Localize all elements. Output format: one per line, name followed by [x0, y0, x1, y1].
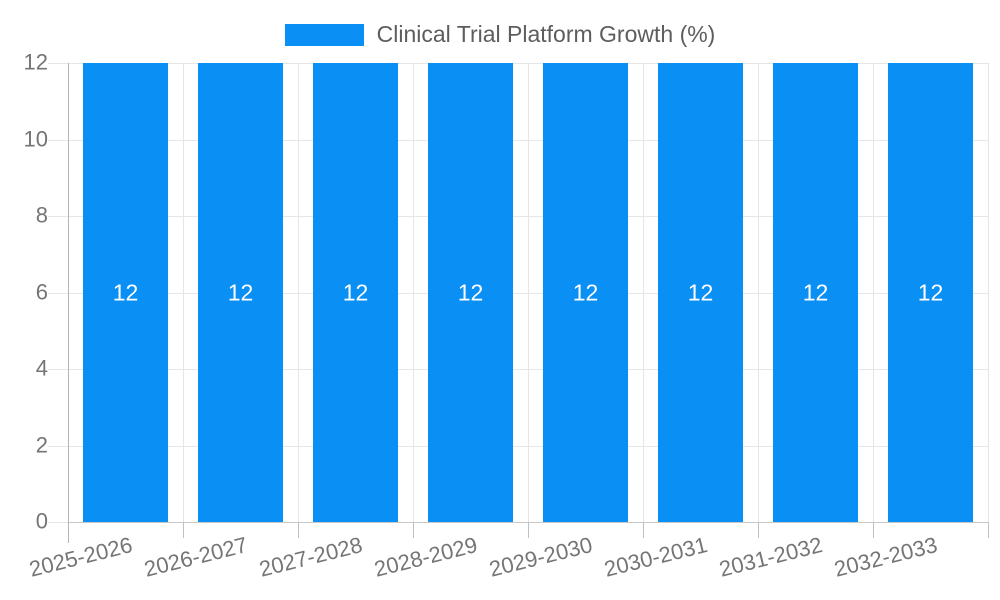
chart-legend[interactable]: Clinical Trial Platform Growth (%) — [0, 21, 1000, 48]
y-axis-label: 8 — [35, 202, 48, 228]
gridline — [413, 63, 414, 522]
bar-value-label: 12 — [227, 279, 254, 305]
y-axis-line — [68, 63, 69, 543]
bar-value-label: 12 — [112, 279, 139, 305]
legend-swatch-icon — [284, 23, 364, 46]
y-axis-tick — [48, 63, 68, 64]
x-axis-tick — [528, 522, 529, 538]
bar[interactable]: 12 — [888, 63, 973, 522]
gridline — [643, 63, 644, 522]
bar[interactable]: 12 — [658, 63, 743, 522]
y-axis-tick — [48, 522, 68, 523]
x-axis-tick — [873, 522, 874, 538]
gridline — [988, 63, 989, 522]
gridline — [298, 63, 299, 522]
bar[interactable]: 12 — [83, 63, 168, 522]
y-axis-tick — [48, 292, 68, 294]
x-axis-tick — [988, 522, 989, 538]
y-axis-tick — [48, 445, 68, 447]
y-axis-label: 12 — [23, 49, 48, 75]
y-axis-label: 10 — [23, 126, 48, 152]
y-axis-tick — [48, 369, 68, 370]
y-axis-tick — [48, 216, 68, 217]
bar[interactable]: 12 — [428, 63, 513, 522]
bar-value-label: 12 — [687, 279, 714, 305]
gridline — [873, 63, 874, 522]
x-axis-tick — [413, 522, 414, 538]
bar[interactable]: 12 — [198, 63, 283, 522]
bar-value-label: 12 — [342, 279, 369, 305]
bar-value-label: 12 — [802, 279, 829, 305]
x-axis-tick — [298, 522, 299, 538]
y-axis-tick — [48, 139, 68, 141]
y-axis-label: 0 — [35, 508, 48, 534]
bar-value-label: 12 — [572, 279, 599, 305]
legend-label: Clinical Trial Platform Growth (%) — [376, 21, 716, 47]
x-axis-tick — [183, 522, 184, 538]
y-axis-label: 2 — [35, 432, 48, 458]
gridline — [758, 63, 759, 522]
x-axis-tick — [643, 522, 644, 538]
y-axis-label: 6 — [35, 279, 48, 305]
bar-value-label: 12 — [917, 279, 944, 305]
x-axis-tick — [758, 522, 759, 538]
y-axis-label: 4 — [35, 355, 48, 381]
gridline — [528, 63, 529, 522]
bar[interactable]: 12 — [313, 63, 398, 522]
bar-value-label: 12 — [457, 279, 484, 305]
bar[interactable]: 12 — [543, 63, 628, 522]
gridline — [183, 63, 184, 522]
bar[interactable]: 12 — [773, 63, 858, 522]
